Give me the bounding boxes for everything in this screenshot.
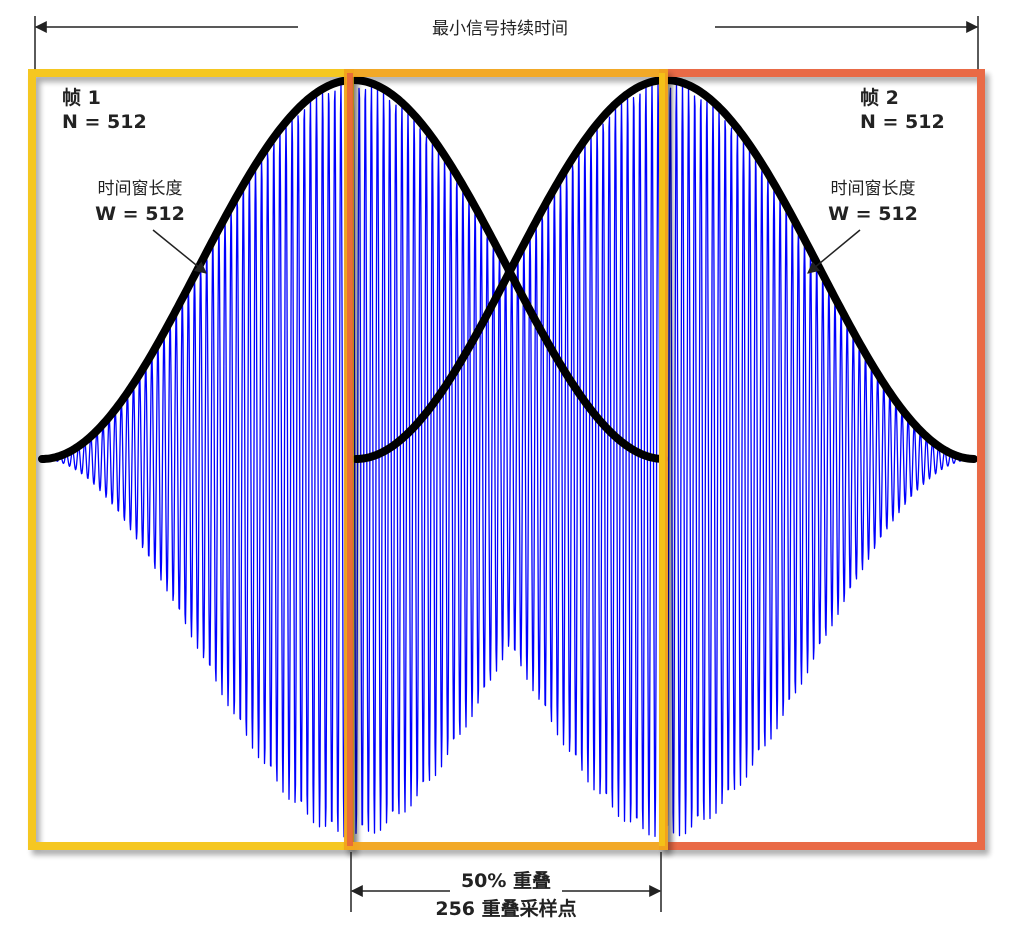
frame-1-labels: 帧 1 N = 512 时间窗长度 W = 512 [62, 86, 207, 274]
duration-title: 最小信号持续时间 [432, 19, 568, 39]
frame-2-window-value: W = 512 [828, 203, 918, 225]
frame-2-pointer-arrow [807, 229, 861, 274]
frame-1-pointer-arrow [152, 229, 207, 274]
blue-signal-waveform [41, 79, 976, 839]
signal-duration-indicator: 最小信号持续时间 [34, 16, 979, 70]
frame-2-n: N = 512 [860, 111, 945, 133]
overlap-samples-label: 256 重叠采样点 [435, 897, 576, 920]
frame-1-n: N = 512 [62, 111, 147, 133]
frame-2-title: 帧 2 [860, 86, 899, 109]
frame-2-window-label: 时间窗长度 [831, 179, 916, 199]
frame-1-title: 帧 1 [62, 86, 101, 109]
frame-2-labels: 帧 2 N = 512 时间窗长度 W = 512 [807, 86, 945, 274]
overlap-indicator: 50% 重叠 256 重叠采样点 [350, 852, 662, 920]
frame-1-window-value: W = 512 [95, 203, 185, 225]
frame-1-window-label: 时间窗长度 [98, 179, 183, 199]
overlap-percent-label: 50% 重叠 [461, 870, 551, 892]
